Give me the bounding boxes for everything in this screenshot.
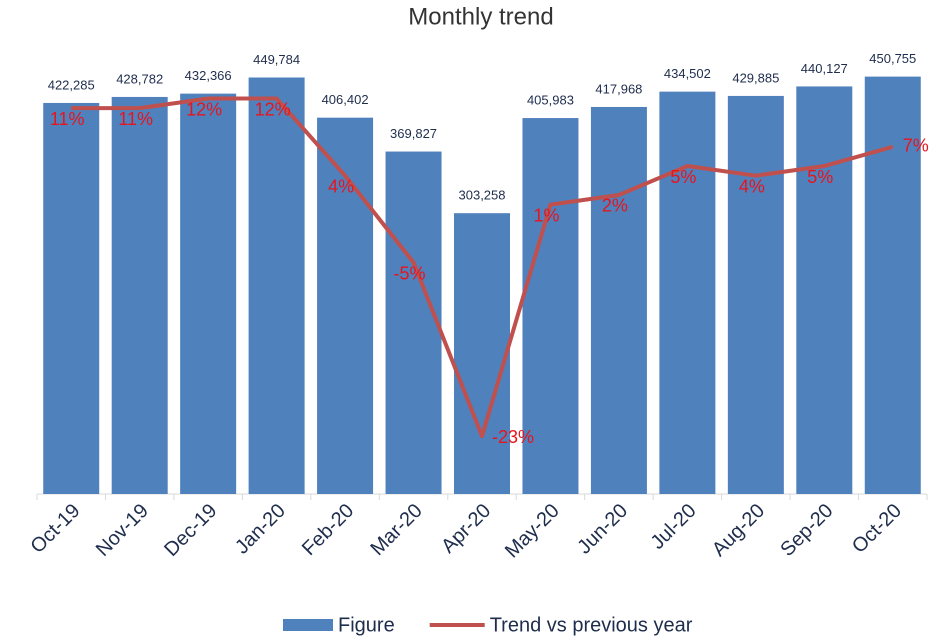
x-tick-label: Oct-20	[848, 500, 906, 558]
bar-value-label: 369,827	[390, 126, 437, 141]
x-tick-label: Nov-19	[92, 500, 153, 561]
bar-value-label: 432,366	[185, 68, 232, 83]
bar	[522, 118, 579, 494]
bar-value-label: 449,784	[253, 52, 300, 67]
bar	[727, 95, 784, 495]
trend-value-label: -5%	[394, 263, 426, 283]
bar-value-label: 406,402	[322, 92, 369, 107]
trend-value-label: 11%	[50, 109, 85, 129]
bar-value-label: 434,502	[664, 66, 711, 81]
trend-value-label: 5%	[670, 167, 696, 187]
bar	[43, 102, 100, 495]
x-tick-label: Jun-20	[573, 500, 632, 559]
bar	[796, 86, 853, 495]
trend-value-label: 11%	[118, 109, 153, 129]
legend-label: Figure	[338, 614, 395, 636]
trend-value-label: 1%	[533, 205, 559, 225]
x-tick-label: Mar-20	[366, 500, 426, 560]
trend-value-label: 7%	[903, 136, 929, 156]
bar	[385, 151, 442, 494]
bar	[454, 213, 510, 494]
trend-value-label: 12%	[255, 99, 291, 119]
x-tick-label: Jul-20	[647, 500, 701, 554]
bar	[590, 106, 647, 494]
legend-swatch	[283, 619, 333, 631]
bar-value-label: 429,885	[732, 70, 779, 85]
x-tick-label: Sep-20	[776, 500, 837, 561]
bar	[864, 76, 921, 495]
trend-line	[71, 96, 894, 439]
bar	[317, 117, 374, 494]
x-tick-label: May-20	[501, 500, 564, 563]
chart-title: Monthly trend	[408, 3, 553, 30]
bar	[111, 96, 168, 494]
trend-value-label: 12%	[186, 99, 222, 119]
bar	[180, 93, 237, 494]
trend-value-label: 4%	[328, 176, 354, 196]
bar-value-label: 422,285	[48, 77, 95, 92]
x-tick-label: Jan-20	[231, 500, 290, 559]
x-tick-label: Oct-19	[26, 500, 84, 558]
bar-value-label: 450,755	[869, 51, 916, 66]
x-tick-label: Aug-20	[708, 500, 769, 561]
bar-value-label: 417,968	[595, 81, 642, 96]
trend-value-label: 4%	[739, 176, 765, 196]
trend-value-label: 2%	[602, 196, 628, 216]
bar	[659, 91, 716, 494]
bar-value-label: 440,127	[801, 61, 848, 76]
trend-value-label: 5%	[807, 167, 833, 187]
bar	[248, 77, 305, 495]
bar-value-label: 303,258	[459, 188, 506, 203]
bar-value-label: 428,782	[116, 71, 163, 86]
legend-label: Trend vs previous year	[490, 614, 693, 636]
bar-value-label: 405,983	[527, 92, 574, 107]
x-tick-label: Dec-19	[160, 500, 221, 561]
x-tick-label: Apr-20	[437, 500, 495, 558]
x-tick-label: Feb-20	[298, 500, 358, 560]
trend-value-label: -23%	[492, 427, 534, 447]
